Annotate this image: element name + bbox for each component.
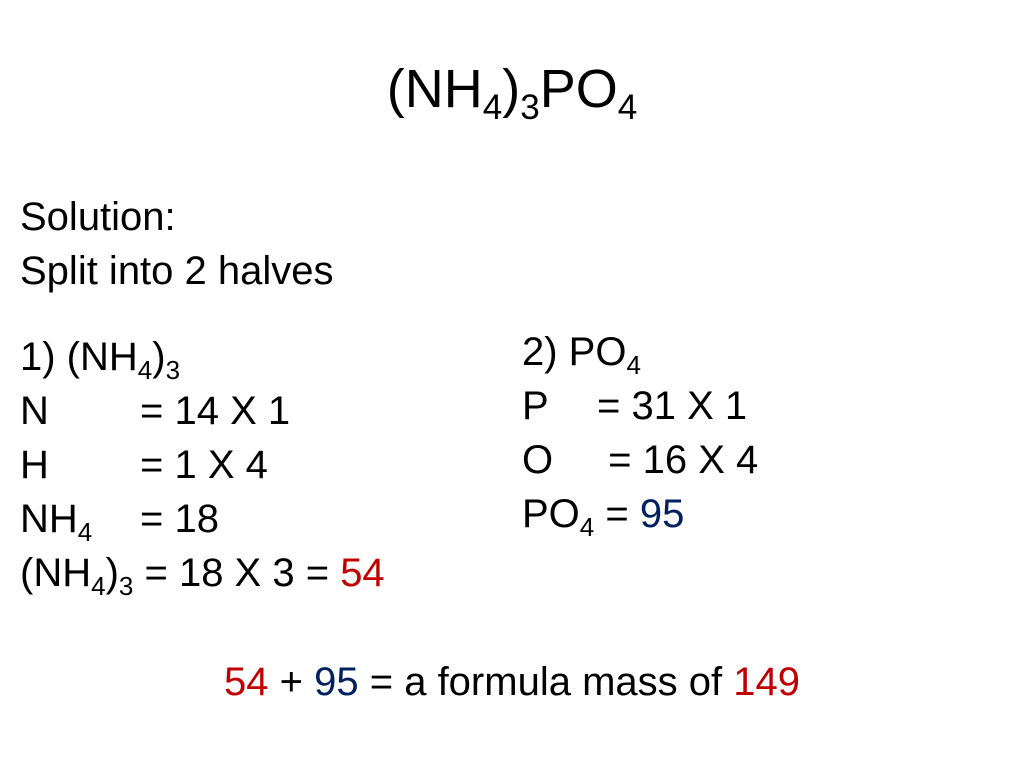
sum-v2: 95 (314, 660, 359, 704)
lt-sub2: 3 (119, 571, 133, 601)
title-sub2: 3 (520, 88, 540, 127)
val-p: = 31 X 1 (597, 384, 747, 428)
title-seg3: PO (540, 59, 618, 119)
right-line-total: PO4 = 95 (522, 487, 758, 541)
left-line-n: N= 14 X 1 (20, 384, 385, 438)
sum-v1: 54 (224, 660, 269, 704)
rh-pre: 2) PO (522, 330, 626, 374)
el-h: H (20, 438, 140, 492)
el-o: O (522, 433, 597, 487)
rt-pre: PO (522, 492, 580, 536)
sum-plus: + (269, 660, 315, 704)
right-heading: 2) PO4 (522, 325, 758, 379)
nh4-pre: NH (20, 497, 78, 541)
left-line-h: H= 1 X 4 (20, 438, 385, 492)
title-formula: (NH4)3PO4 (0, 58, 1024, 120)
lh-mid: ) (152, 335, 165, 379)
left-column: 1) (NH4)3 N= 14 X 1 H= 1 X 4 NH4= 18 (NH… (20, 330, 385, 600)
lh-sub1: 4 (138, 355, 152, 385)
lh-sub2: 3 (166, 355, 180, 385)
lt-sub1: 4 (91, 571, 105, 601)
val-nh4: = 18 (140, 497, 219, 541)
lh-pre: 1) (NH (20, 335, 138, 379)
summary-line: 54 + 95 = a formula mass of 149 (0, 660, 1024, 705)
title-seg1: (NH (387, 59, 483, 119)
rt-result: 95 (640, 492, 685, 536)
split-label: Split into 2 halves (20, 244, 334, 298)
val-n: = 14 X 1 (140, 389, 290, 433)
slide: (NH4)3PO4 Solution: Split into 2 halves … (0, 0, 1024, 768)
el-n: N (20, 384, 140, 438)
rt-sub: 4 (580, 512, 594, 542)
title-sub1: 4 (483, 88, 503, 127)
el-nh4: NH4 (20, 492, 140, 546)
left-line-total: (NH4)3 = 18 X 3 = 54 (20, 546, 385, 600)
lt-eq: = 18 X 3 = (133, 551, 340, 595)
right-line-p: P= 31 X 1 (522, 379, 758, 433)
left-line-nh4: NH4= 18 (20, 492, 385, 546)
val-h: = 1 X 4 (140, 443, 268, 487)
val-o: = 16 X 4 (597, 438, 758, 482)
el-p: P (522, 379, 597, 433)
right-column: 2) PO4 P= 31 X 1 O = 16 X 4 PO4 = 95 (522, 325, 758, 541)
right-line-o: O = 16 X 4 (522, 433, 758, 487)
sum-eq: = a formula mass of (359, 660, 734, 704)
intro-block: Solution: Split into 2 halves (20, 190, 334, 298)
rh-sub: 4 (626, 350, 640, 380)
rt-eq: = (594, 492, 640, 536)
solution-label: Solution: (20, 190, 334, 244)
title-seg2: ) (502, 59, 520, 119)
lt-mid: ) (106, 551, 119, 595)
lt-result: 54 (340, 551, 385, 595)
left-heading: 1) (NH4)3 (20, 330, 385, 384)
title-sub3: 4 (618, 88, 638, 127)
lt-pre: (NH (20, 551, 91, 595)
sum-result: 149 (733, 660, 800, 704)
nh4-sub: 4 (78, 517, 92, 547)
